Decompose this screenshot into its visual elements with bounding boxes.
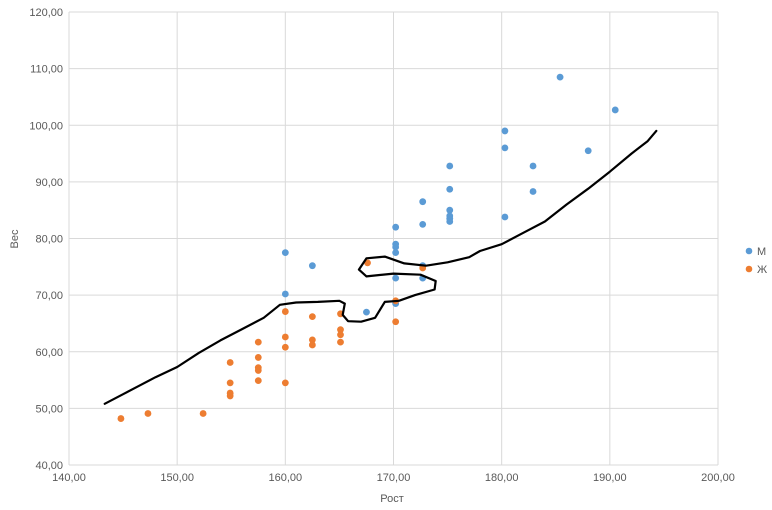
legend-marker-m <box>745 247 753 255</box>
data-point-m <box>501 144 509 152</box>
legend-marker-zh <box>745 265 753 273</box>
y-tick-label: 70,00 <box>35 290 63 302</box>
data-points <box>117 73 619 422</box>
data-point-zh <box>254 338 262 346</box>
data-point-m <box>392 274 400 282</box>
x-tick-label: 170,00 <box>377 472 411 484</box>
y-tick-label: 80,00 <box>35 234 63 246</box>
y-axis-tick-labels: 40,00 50,00 60,00 70,00 80,00 90,00 100,00 110,… <box>29 7 63 472</box>
data-point-m <box>529 188 537 195</box>
x-axis-title: Рост <box>380 493 404 505</box>
data-point-m <box>392 223 400 231</box>
data-point-zh <box>308 313 316 321</box>
data-point-m <box>392 243 400 251</box>
data-point-zh <box>254 367 262 374</box>
data-point-m <box>611 106 619 114</box>
data-point-m <box>281 290 289 298</box>
data-point-m <box>281 249 289 257</box>
x-tick-label: 190,00 <box>593 472 627 484</box>
data-point-zh <box>226 392 234 400</box>
data-point-zh <box>281 308 289 315</box>
data-point-zh <box>308 341 316 349</box>
y-tick-label: 110,00 <box>30 64 63 76</box>
data-point-m <box>392 249 400 257</box>
y-tick-label: 90,00 <box>35 177 63 189</box>
data-point-m <box>446 185 454 193</box>
data-point-zh <box>308 336 316 344</box>
x-tick-label: 140,00 <box>52 472 86 484</box>
data-point-zh <box>254 354 262 361</box>
y-tick-label: 100,00 <box>29 120 63 132</box>
hand-drawn-annotation-curve <box>103 129 658 405</box>
x-tick-label: 200,00 <box>701 472 735 484</box>
x-tick-label: 150,00 <box>160 472 194 484</box>
data-point-m <box>446 162 454 170</box>
data-point-zh <box>281 333 289 341</box>
legend-label-m: М <box>757 246 766 258</box>
y-tick-label: 120,00 <box>29 7 63 19</box>
x-tick-label: 160,00 <box>269 472 303 484</box>
data-point-zh <box>226 379 234 387</box>
x-axis-tick-labels: 140,00 150,00 160,00 170,00 180,00 190,00 200,… <box>52 472 735 484</box>
gridlines <box>68 11 719 466</box>
data-point-zh <box>117 415 125 422</box>
data-point-zh <box>281 379 289 387</box>
data-point-m <box>556 73 564 81</box>
legend-label-zh: Ж <box>757 264 767 276</box>
data-point-zh <box>144 410 152 417</box>
data-point-m <box>363 308 370 316</box>
data-point-zh <box>337 331 344 339</box>
y-tick-label: 60,00 <box>35 347 63 359</box>
data-point-m <box>419 220 427 228</box>
data-point-zh <box>226 359 234 366</box>
data-point-zh <box>392 318 400 326</box>
data-point-m <box>584 147 592 155</box>
legend: М Ж <box>745 246 767 276</box>
data-point-m <box>529 162 537 170</box>
x-tick-label: 180,00 <box>485 472 519 484</box>
y-tick-label: 40,00 <box>35 460 63 472</box>
data-point-m <box>501 213 509 221</box>
data-point-m <box>419 198 427 206</box>
data-point-zh <box>337 326 344 334</box>
y-tick-label: 50,00 <box>35 403 63 415</box>
data-point-zh <box>337 338 344 346</box>
data-point-m <box>308 262 316 270</box>
data-point-zh <box>281 343 289 351</box>
data-point-m <box>446 218 454 225</box>
data-point-zh <box>254 377 262 385</box>
data-point-m <box>446 206 454 214</box>
y-axis-title: Вес <box>9 229 21 248</box>
data-point-m <box>501 127 509 135</box>
data-point-zh <box>199 410 207 417</box>
